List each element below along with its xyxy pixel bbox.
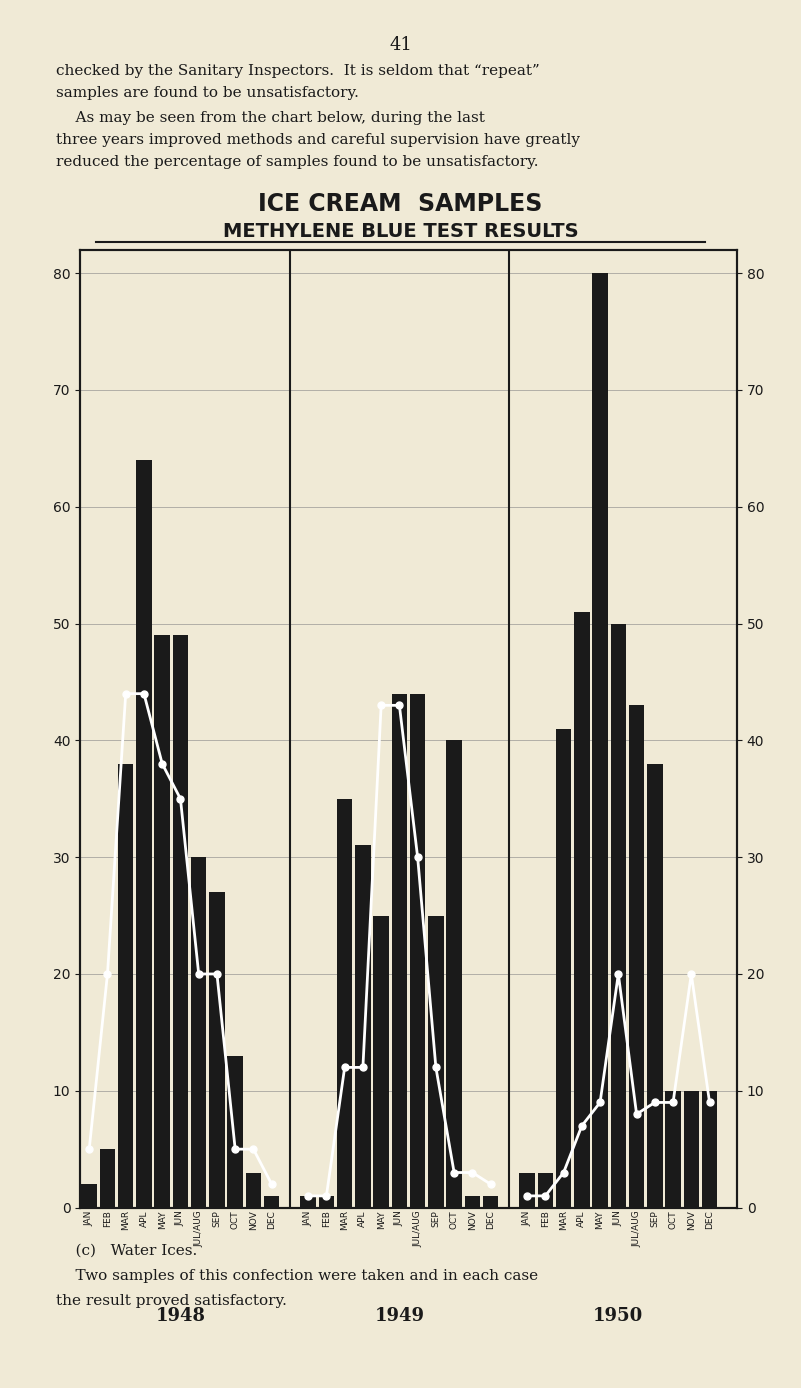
- Text: checked by the Sanitary Inspectors.  It is seldom that “repeat”: checked by the Sanitary Inspectors. It i…: [56, 64, 540, 78]
- Bar: [319, 1196, 334, 1208]
- Text: Two samples of this confection were taken and in each case: Two samples of this confection were take…: [56, 1269, 538, 1283]
- Bar: [537, 1173, 553, 1208]
- Text: SAMPLES TAKEN EACH MONTH.: SAMPLES TAKEN EACH MONTH.: [160, 308, 394, 321]
- Bar: [209, 892, 225, 1208]
- Text: UNSATISFACTORY SAMPLES: UNSATISFACTORY SAMPLES: [160, 369, 366, 382]
- Text: samples are found to be unsatisfactory.: samples are found to be unsatisfactory.: [56, 86, 359, 100]
- Bar: [136, 459, 151, 1208]
- Bar: [556, 729, 571, 1208]
- Text: LINE DENOTES PERCENTAGES OF: LINE DENOTES PERCENTAGES OF: [160, 339, 405, 351]
- Text: 1949: 1949: [374, 1307, 425, 1326]
- Bar: [574, 612, 590, 1208]
- Bar: [629, 705, 644, 1208]
- Bar: [99, 1149, 115, 1208]
- Bar: [666, 1091, 681, 1208]
- Bar: [300, 1196, 316, 1208]
- Bar: [446, 740, 462, 1208]
- Bar: [264, 1196, 280, 1208]
- Text: the result proved satisfactory.: the result proved satisfactory.: [56, 1294, 287, 1307]
- Bar: [465, 1196, 480, 1208]
- Bar: [227, 1056, 243, 1208]
- Bar: [173, 636, 188, 1208]
- Text: three years improved methods and careful supervision have greatly: three years improved methods and careful…: [56, 133, 580, 147]
- Text: 1948: 1948: [155, 1307, 205, 1326]
- Text: As may be seen from the chart below, during the last: As may be seen from the chart below, dur…: [56, 111, 485, 125]
- Bar: [702, 1091, 718, 1208]
- Text: METHYLENE BLUE TEST RESULTS: METHYLENE BLUE TEST RESULTS: [223, 222, 578, 242]
- Bar: [82, 1184, 97, 1208]
- Bar: [683, 1091, 699, 1208]
- Bar: [592, 273, 608, 1208]
- Bar: [428, 916, 444, 1208]
- Text: ICE CREAM  SAMPLES: ICE CREAM SAMPLES: [258, 192, 543, 215]
- Bar: [483, 1196, 498, 1208]
- Text: 41: 41: [389, 36, 412, 54]
- Bar: [373, 916, 389, 1208]
- Text: (c)   Water Ices.: (c) Water Ices.: [56, 1244, 197, 1258]
- Bar: [337, 798, 352, 1208]
- Text: reduced the percentage of samples found to be unsatisfactory.: reduced the percentage of samples found …: [56, 155, 538, 169]
- Bar: [410, 694, 425, 1208]
- Bar: [118, 763, 134, 1208]
- Bar: [246, 1173, 261, 1208]
- Bar: [647, 763, 662, 1208]
- Text: COLUMNS DENOTE NUMBER OF: COLUMNS DENOTE NUMBER OF: [160, 278, 393, 290]
- Bar: [610, 623, 626, 1208]
- Bar: [155, 636, 170, 1208]
- Bar: [355, 845, 371, 1208]
- Text: 1950: 1950: [594, 1307, 643, 1326]
- Bar: [519, 1173, 535, 1208]
- Bar: [191, 858, 207, 1208]
- Bar: [392, 694, 407, 1208]
